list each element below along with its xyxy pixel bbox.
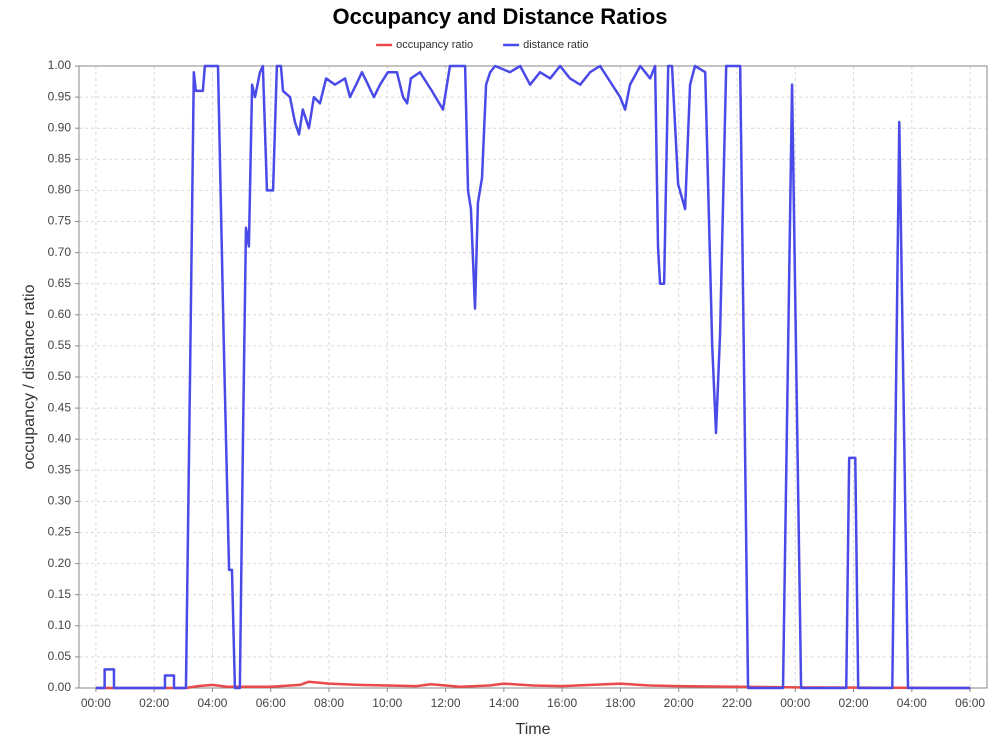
y-axis-label: occupancy / distance ratio: [21, 284, 38, 469]
x-tick-label: 22:00: [722, 696, 752, 710]
y-tick-label: 0.60: [48, 307, 72, 321]
y-tick-label: 0.45: [48, 400, 72, 414]
y-tick-label: 0.40: [48, 431, 72, 445]
x-tick-label: 02:00: [839, 696, 869, 710]
x-tick-label: 04:00: [897, 696, 927, 710]
x-tick-label: 18:00: [605, 696, 635, 710]
chart-title: Occupancy and Distance Ratios: [333, 4, 668, 29]
y-tick-label: 0.90: [48, 120, 72, 134]
x-tick-label: 06:00: [256, 696, 286, 710]
x-tick-label: 16:00: [547, 696, 577, 710]
y-tick-label: 0.15: [48, 587, 72, 601]
x-tick-label: 10:00: [372, 696, 402, 710]
legend-label: distance ratio: [523, 39, 588, 51]
y-tick-label: 0.85: [48, 151, 72, 165]
legend-label: occupancy ratio: [396, 39, 473, 51]
y-tick-label: 0.30: [48, 494, 72, 508]
x-axis-label: Time: [516, 721, 551, 738]
x-tick-label: 00:00: [81, 696, 111, 710]
x-tick-label: 04:00: [197, 696, 227, 710]
x-tick-label: 14:00: [489, 696, 519, 710]
x-tick-label: 00:00: [780, 696, 810, 710]
y-tick-label: 0.10: [48, 618, 72, 632]
legend: occupancy ratio distance ratio: [376, 39, 589, 51]
y-tick-label: 0.05: [48, 649, 72, 663]
y-tick-label: 0.95: [48, 89, 72, 103]
y-tick-label: 0.35: [48, 462, 72, 476]
y-tick-label: 0.00: [48, 680, 72, 694]
y-tick-label: 0.65: [48, 276, 72, 290]
x-tick-label: 06:00: [955, 696, 985, 710]
y-tick-label: 1.00: [48, 58, 72, 72]
y-tick-label: 0.80: [48, 183, 72, 197]
y-tick-label: 0.75: [48, 214, 72, 228]
x-tick-label: 08:00: [314, 696, 344, 710]
y-tick-label: 0.70: [48, 245, 72, 259]
x-tick-label: 12:00: [431, 696, 461, 710]
y-tick-label: 0.25: [48, 525, 72, 539]
x-tick-label: 02:00: [139, 696, 169, 710]
series-line: [95, 680, 971, 690]
series-line: [95, 64, 971, 690]
y-tick-label: 0.20: [48, 556, 72, 570]
x-tick-label: 20:00: [664, 696, 694, 710]
y-tick-label: 0.55: [48, 338, 72, 352]
y-tick-label: 0.50: [48, 369, 72, 383]
